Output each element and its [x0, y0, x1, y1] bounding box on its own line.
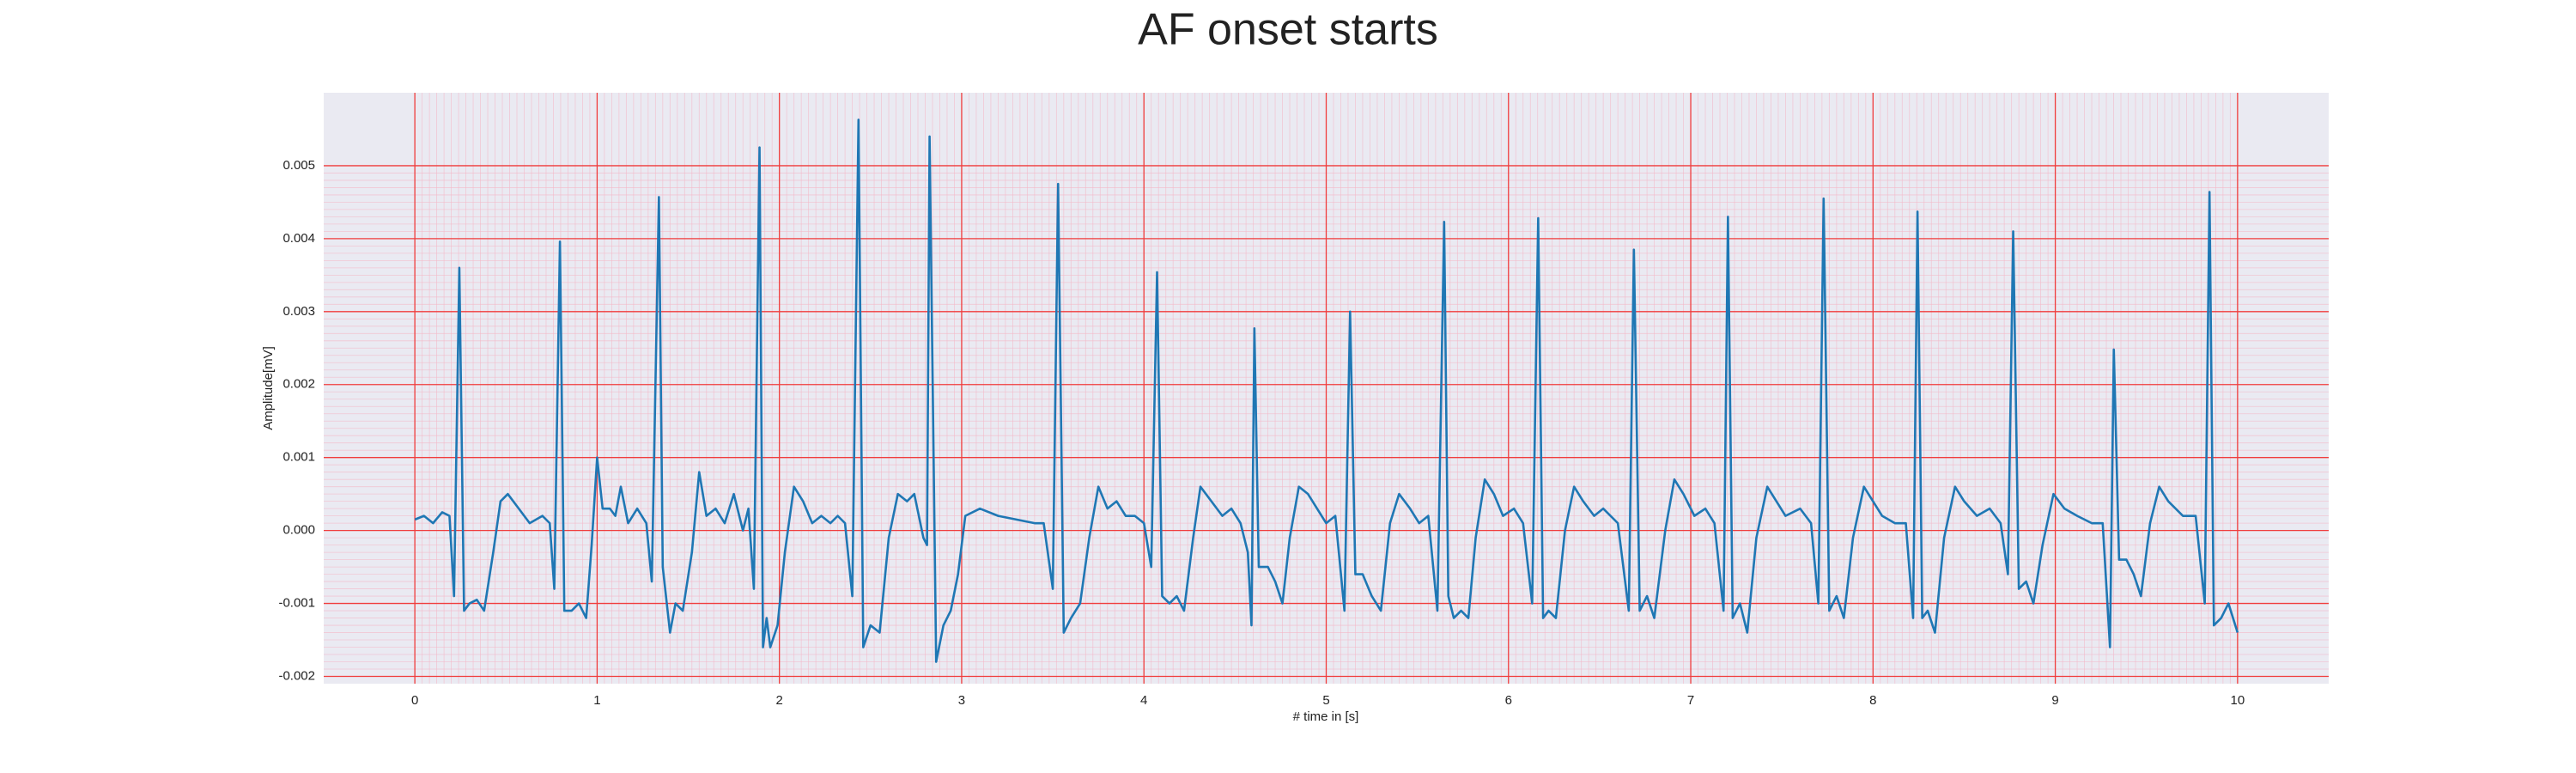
chart-title: AF onset starts	[1138, 5, 1438, 55]
x-tick-label: 1	[593, 693, 600, 708]
x-tick-label: 3	[958, 693, 965, 708]
ecg-line	[414, 119, 2239, 663]
x-axis-label: # time in [s]	[1293, 709, 1359, 724]
x-tick-label: 9	[2051, 693, 2058, 708]
x-tick-label: 2	[776, 693, 783, 708]
y-tick-label: -0.002	[278, 668, 315, 683]
x-tick-label: 8	[1869, 693, 1876, 708]
y-tick-label: 0.000	[283, 523, 315, 538]
x-tick-label: 0	[411, 693, 418, 708]
y-tick-label: 0.005	[283, 158, 315, 173]
x-tick-label: 4	[1140, 693, 1147, 708]
y-tick-label: 0.002	[283, 377, 315, 392]
y-tick-label: 0.004	[283, 231, 315, 246]
x-tick-label: 5	[1322, 693, 1329, 708]
x-tick-label: 10	[2231, 693, 2245, 708]
x-tick-label: 6	[1505, 693, 1512, 708]
y-axis-label: Amplitude[mV]	[261, 346, 276, 430]
y-tick-label: 0.001	[283, 450, 315, 465]
x-tick-label: 7	[1687, 693, 1694, 708]
y-tick-label: 0.003	[283, 304, 315, 319]
y-tick-label: -0.001	[278, 596, 315, 611]
